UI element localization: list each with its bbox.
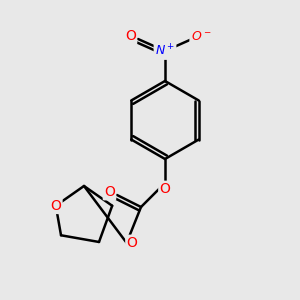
Text: O: O	[160, 182, 170, 196]
Text: O: O	[50, 199, 61, 213]
Text: $O^-$: $O^-$	[190, 29, 212, 43]
Text: O: O	[127, 236, 137, 250]
Text: $N^+$: $N^+$	[155, 44, 175, 59]
Text: O: O	[125, 29, 136, 43]
Text: O: O	[104, 185, 115, 199]
